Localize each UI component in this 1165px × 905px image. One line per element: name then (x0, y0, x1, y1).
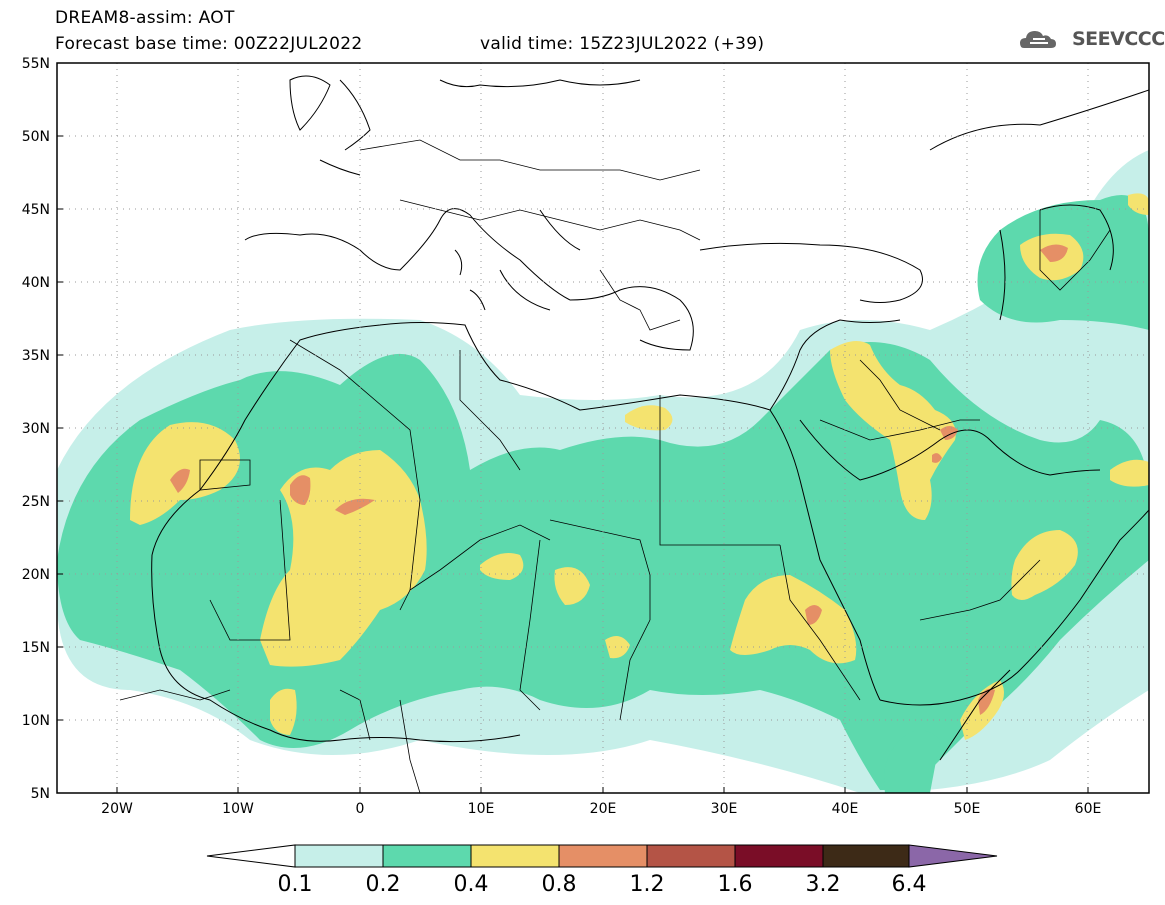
aot-level-0.2 (57, 342, 1149, 790)
logo-text: SEEVCCC (1072, 28, 1165, 50)
lat-label: 50N (22, 129, 50, 145)
aot-level-0.8 (940, 426, 958, 440)
aot-level-0.4 (730, 575, 857, 664)
lat-label: 35N (22, 348, 50, 364)
lat-label: 40N (22, 275, 50, 291)
lat-label: 25N (22, 494, 50, 510)
aot-level-0.4 (554, 567, 590, 605)
lat-label: 5N (31, 786, 50, 802)
colorbar-label: 0.8 (541, 872, 577, 897)
longitude-labels: 20W 10W 0 10E 20E 30E 40E 50E 60E (101, 801, 1101, 817)
aot-level-0.4 (1110, 459, 1149, 487)
colorbar-segment (470, 844, 560, 868)
lon-label: 10W (222, 801, 254, 817)
aot-level-0.8 (170, 468, 190, 493)
aot-level-0.4 (480, 552, 524, 580)
lon-label: 30E (711, 801, 738, 817)
lat-label: 20N (22, 567, 50, 583)
lat-label: 55N (22, 56, 50, 72)
colorbar-label: 1.6 (717, 872, 753, 897)
aot-level-0.8 (335, 498, 375, 515)
lon-label: 20W (101, 801, 133, 817)
graticule (57, 63, 1149, 793)
colorbar-label: 3.2 (805, 872, 841, 897)
aot-level-0.8 (932, 453, 942, 463)
aot-level-0.2 (884, 730, 940, 793)
lon-label: 10E (468, 801, 495, 817)
lon-label: 50E (954, 801, 981, 817)
lat-label: 10N (22, 713, 50, 729)
lon-label: 0 (356, 801, 365, 817)
forecast-base-time: Forecast base time: 00Z22JUL2022 (55, 34, 363, 54)
colorbar-segment (206, 844, 296, 868)
valid-time: valid time: 15Z23JUL2022 (+39) (480, 34, 765, 54)
aot-level-0.4 (830, 341, 956, 520)
colorbar-segment (558, 844, 648, 868)
lat-label: 30N (22, 421, 50, 437)
colorbar-segment (822, 844, 910, 868)
tick-marks (57, 62, 1089, 793)
colorbar-segment (294, 844, 384, 868)
aot-level-0.4 (625, 405, 673, 431)
map-title: DREAM8-assim: AOT (55, 8, 235, 28)
cloud-logo-icon (1020, 31, 1056, 48)
colorbar-segment (734, 844, 824, 868)
aot-level-0.8 (290, 475, 311, 505)
aot-level-0.4 (270, 688, 297, 735)
aot-level-0.4 (1128, 193, 1149, 215)
lon-label: 60E (1075, 801, 1102, 817)
latitude-labels: 55N 50N 45N 40N 35N 30N 25N 20N 15N 10N … (22, 56, 50, 802)
lon-label: 20E (590, 801, 617, 817)
aot-level-0.8 (1040, 244, 1068, 262)
colorbar-label: 0.2 (365, 872, 401, 897)
colorbar-segment (382, 844, 472, 868)
aot-level-0.4 (605, 636, 630, 659)
colorbar-label: 6.4 (891, 872, 927, 897)
colorbar-label: 1.2 (629, 872, 665, 897)
colorbar-label: 0.1 (277, 872, 313, 897)
lat-label: 15N (22, 640, 50, 656)
coastlines (151, 75, 1149, 761)
lat-label: 45N (22, 202, 50, 218)
aot-level-0.8 (805, 605, 822, 625)
colorbar-segment (646, 844, 736, 868)
lon-label: 40E (832, 801, 859, 817)
colorbar-segment (908, 844, 998, 868)
colorbar (206, 844, 998, 868)
aot-level-0.4 (1011, 530, 1078, 600)
colorbar-label: 0.4 (453, 872, 489, 897)
aot-level-0.8 (978, 688, 995, 715)
